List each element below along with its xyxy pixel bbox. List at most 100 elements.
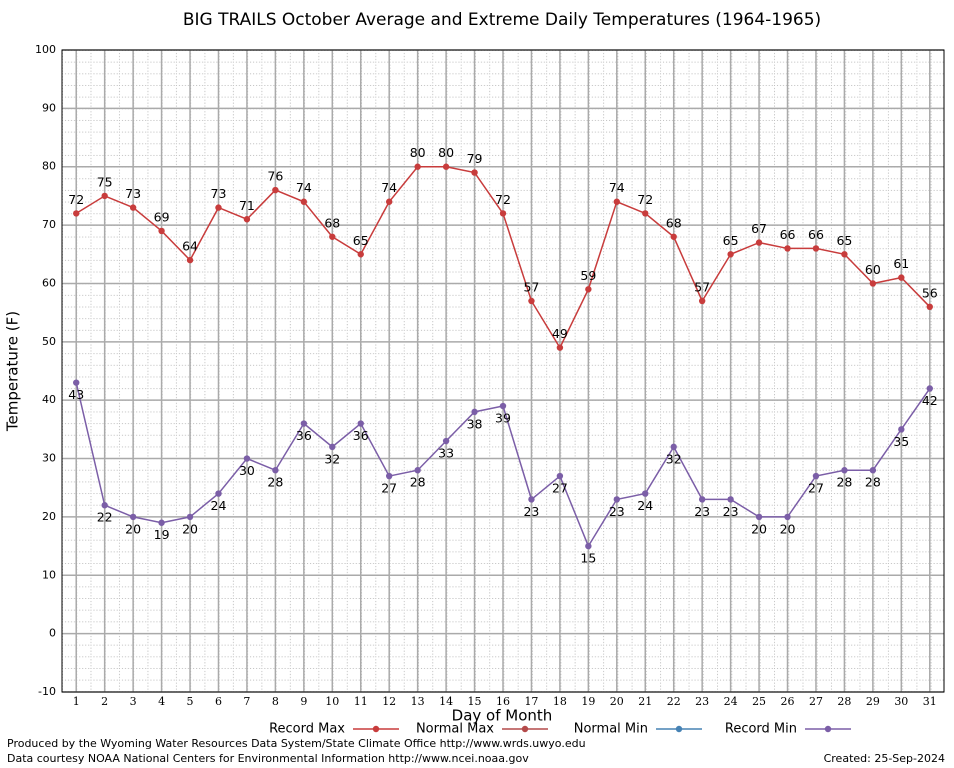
data-point bbox=[186, 256, 194, 264]
data-label: 61 bbox=[893, 256, 909, 271]
data-point bbox=[528, 496, 535, 503]
data-point bbox=[613, 198, 621, 205]
data-point bbox=[869, 467, 877, 474]
data-label: 20 bbox=[125, 521, 141, 536]
x-tick-label: 15 bbox=[468, 695, 482, 708]
legend-marker bbox=[675, 725, 683, 733]
data-point bbox=[556, 472, 564, 480]
data-point bbox=[841, 467, 848, 474]
data-label: 66 bbox=[780, 227, 796, 242]
data-label: 32 bbox=[324, 451, 340, 466]
x-tick-label: 29 bbox=[866, 695, 880, 708]
x-tick-label: 28 bbox=[837, 695, 851, 708]
data-point bbox=[272, 186, 279, 194]
data-label: 20 bbox=[182, 521, 198, 536]
data-point bbox=[243, 216, 251, 223]
x-tick-label: 25 bbox=[752, 695, 766, 708]
data-label: 80 bbox=[410, 145, 426, 160]
data-label: 33 bbox=[438, 446, 454, 461]
data-label: 72 bbox=[68, 192, 84, 207]
x-tick-label: 31 bbox=[923, 695, 937, 708]
data-point bbox=[698, 297, 706, 305]
data-point bbox=[471, 408, 478, 416]
data-point bbox=[129, 204, 137, 211]
data-label: 64 bbox=[182, 239, 198, 254]
y-tick-label: 20 bbox=[42, 510, 56, 523]
y-tick-label: 80 bbox=[42, 160, 56, 173]
x-tick-label: 17 bbox=[524, 695, 538, 708]
data-label: 73 bbox=[125, 186, 141, 201]
data-point bbox=[243, 455, 251, 462]
data-label: 27 bbox=[808, 481, 824, 496]
legend-label: Normal Max bbox=[416, 722, 494, 737]
data-label: 36 bbox=[296, 428, 312, 443]
data-point bbox=[784, 513, 791, 521]
data-point bbox=[613, 496, 621, 503]
x-tick-label: 8 bbox=[272, 695, 279, 708]
data-label: 19 bbox=[154, 527, 170, 542]
x-tick-label: 1 bbox=[73, 695, 80, 708]
data-label: 57 bbox=[523, 279, 539, 294]
data-label: 74 bbox=[381, 180, 397, 195]
data-point bbox=[556, 344, 564, 351]
y-tick-label: 70 bbox=[42, 218, 56, 231]
data-label: 28 bbox=[865, 475, 881, 490]
data-label: 20 bbox=[780, 521, 796, 536]
data-label: 38 bbox=[467, 416, 483, 431]
data-point bbox=[385, 472, 393, 480]
y-tick-label: 30 bbox=[42, 452, 56, 465]
data-label: 27 bbox=[381, 481, 397, 496]
data-label: 23 bbox=[694, 504, 710, 519]
y-tick-label: 100 bbox=[35, 43, 56, 56]
data-label: 15 bbox=[580, 551, 596, 566]
data-point bbox=[585, 542, 592, 550]
x-tick-label: 9 bbox=[300, 695, 307, 708]
data-point bbox=[898, 274, 905, 281]
x-tick-label: 2 bbox=[101, 695, 108, 708]
x-tick-label: 11 bbox=[354, 695, 368, 708]
data-point bbox=[784, 245, 791, 252]
legend-marker bbox=[824, 725, 832, 733]
y-tick-label: 50 bbox=[42, 335, 56, 348]
data-label: 72 bbox=[637, 192, 653, 207]
legend-marker bbox=[372, 725, 380, 733]
data-label: 23 bbox=[609, 504, 625, 519]
x-tick-label: 26 bbox=[781, 695, 795, 708]
data-point bbox=[329, 233, 336, 240]
data-point bbox=[272, 467, 279, 474]
data-label: 27 bbox=[552, 481, 568, 496]
data-label: 39 bbox=[495, 411, 511, 426]
data-point bbox=[642, 490, 649, 497]
x-tick-label: 6 bbox=[215, 695, 222, 708]
data-label: 57 bbox=[694, 279, 710, 294]
footer-line: Produced by the Wyoming Water Resources … bbox=[7, 737, 586, 750]
x-tick-label: 14 bbox=[439, 695, 453, 708]
data-label: 28 bbox=[410, 475, 426, 490]
x-tick-label: 24 bbox=[724, 695, 738, 708]
data-label: 69 bbox=[154, 209, 170, 224]
data-label: 49 bbox=[552, 326, 568, 341]
data-label: 32 bbox=[666, 451, 682, 466]
data-label: 68 bbox=[666, 215, 682, 230]
chart-title: BIG TRAILS October Average and Extreme D… bbox=[183, 10, 821, 30]
y-tick-label: 40 bbox=[42, 393, 56, 406]
data-label: 76 bbox=[267, 169, 283, 184]
y-tick-label: 0 bbox=[49, 627, 56, 640]
data-label: 35 bbox=[893, 434, 909, 449]
data-point bbox=[642, 210, 649, 217]
data-label: 42 bbox=[922, 393, 938, 408]
data-point bbox=[670, 443, 677, 451]
data-point bbox=[727, 496, 734, 503]
data-label: 72 bbox=[495, 192, 511, 207]
data-point bbox=[300, 198, 308, 205]
data-label: 28 bbox=[836, 475, 852, 490]
data-label: 74 bbox=[296, 180, 312, 195]
x-tick-label: 18 bbox=[553, 695, 567, 708]
data-point bbox=[585, 286, 592, 293]
data-point bbox=[73, 379, 80, 386]
data-label: 73 bbox=[211, 186, 227, 201]
data-point bbox=[186, 513, 194, 521]
y-tick-label: -10 bbox=[38, 685, 56, 698]
data-point bbox=[812, 472, 820, 480]
